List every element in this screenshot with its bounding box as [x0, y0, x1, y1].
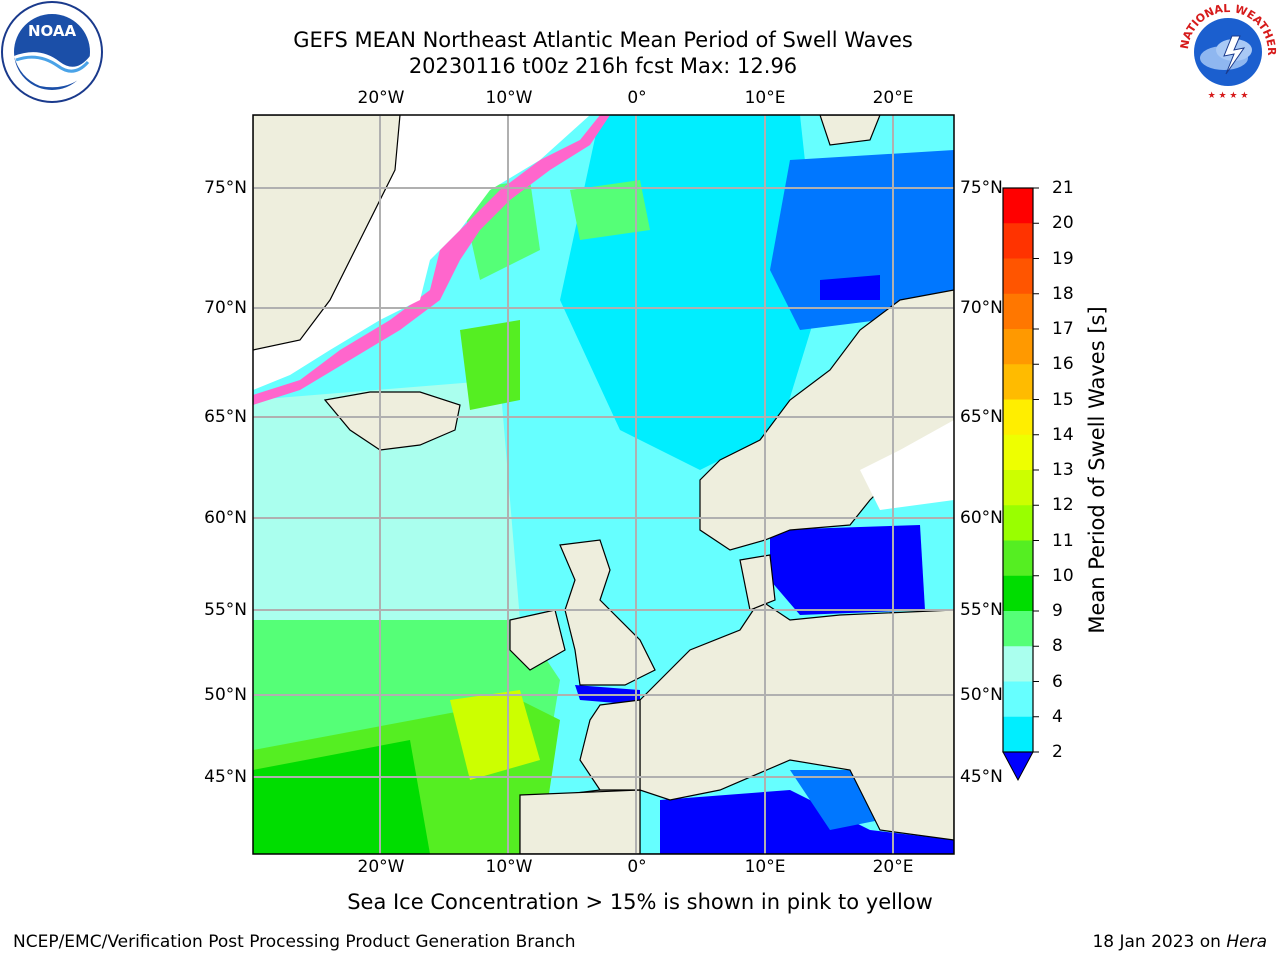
colorbar-segment — [1003, 681, 1033, 718]
colorbar-extend-arrow — [1002, 751, 1034, 782]
lat-label-right: 45°N — [960, 767, 1003, 787]
svg-text:NOAA: NOAA — [28, 22, 77, 40]
colorbar-tick-label: 2 — [1052, 742, 1063, 762]
colorbar-segment — [1003, 364, 1033, 400]
colorbar-tick-label: 19 — [1052, 248, 1074, 269]
footer-host: Hera — [1226, 932, 1267, 952]
map-field — [253, 115, 954, 854]
footer-date-text: 18 Jan 2023 on — [1092, 932, 1227, 952]
footer-credit: NCEP/EMC/Verification Post Processing Pr… — [13, 932, 576, 952]
colorbar-tick-label: 4 — [1052, 706, 1063, 727]
lon-label-top: 20°W — [357, 88, 405, 108]
lat-label-left: 75°N — [204, 178, 247, 198]
lon-label-top: 10°E — [744, 88, 786, 108]
colorbar-tick-label: 8 — [1052, 636, 1063, 657]
colorbar-tick-label: 16 — [1052, 354, 1074, 375]
colorbar-tick-label: 15 — [1052, 389, 1074, 410]
noaa-logo: NOAA — [1, 1, 103, 103]
colorbar-segment — [1003, 258, 1033, 295]
lon-label-bottom: 10°E — [744, 857, 786, 877]
lat-label-left: 65°N — [204, 407, 247, 427]
lat-label-left: 60°N — [204, 508, 247, 528]
colorbar-tick-label: 21 — [1052, 178, 1074, 198]
graticule — [253, 115, 954, 854]
colorbar-tick-label: 14 — [1052, 424, 1074, 445]
lat-label-left: 70°N — [204, 298, 247, 318]
lon-label-top: 20°E — [872, 88, 914, 108]
colorbar-tick-label: 11 — [1052, 530, 1074, 551]
lat-label-right: 75°N — [960, 178, 1003, 198]
lat-label-right: 60°N — [960, 508, 1003, 528]
lon-label-bottom: 0° — [627, 857, 647, 877]
colorbar-segment — [1003, 434, 1033, 471]
colorbar-tick-label: 18 — [1052, 283, 1074, 304]
colorbar-tick-label: 6 — [1052, 671, 1063, 692]
colorbar-segment — [1003, 223, 1033, 259]
colorbar-tick-label: 20 — [1052, 213, 1074, 234]
colorbar-tick-label: 9 — [1052, 601, 1063, 621]
colorbar-tick-label: 17 — [1052, 319, 1074, 339]
colorbar-segment — [1003, 611, 1033, 647]
nws-logo: NATIONAL WEATHER SERVICE ★ ★ ★ ★ — [1176, 0, 1278, 102]
colorbar-segment — [1003, 188, 1033, 224]
colorbar-segment — [1003, 399, 1033, 436]
colorbar-tick-label: 13 — [1052, 460, 1074, 480]
colorbar-segment — [1003, 470, 1033, 506]
colorbar-segment — [1003, 540, 1033, 577]
colorbar-tick-label: 12 — [1052, 495, 1074, 516]
colorbar-title: Mean Period of Swell Waves [s] — [1085, 306, 1109, 634]
lat-label-right: 70°N — [960, 298, 1003, 318]
colorbar-segment — [1003, 329, 1033, 365]
lon-label-top: 10°W — [485, 88, 533, 108]
lat-label-right: 50°N — [960, 685, 1003, 705]
lon-label-bottom: 20°E — [872, 857, 914, 877]
lat-label-left: 50°N — [204, 685, 247, 705]
lat-label-right: 55°N — [960, 600, 1003, 620]
svg-text:★ ★ ★ ★: ★ ★ ★ ★ — [1208, 91, 1249, 101]
colorbar-segment — [1003, 716, 1033, 753]
map-frame — [252, 114, 955, 855]
lat-label-left: 45°N — [204, 767, 247, 787]
lat-label-left: 55°N — [204, 600, 247, 620]
sea-ice-note: Sea Ice Concentration > 15% is shown in … — [347, 890, 933, 914]
lon-label-bottom: 20°W — [357, 857, 405, 877]
lon-label-bottom: 10°W — [485, 857, 533, 877]
chart-subtitle: 20230116 t00z 216h fcst Max: 12.96 — [408, 54, 798, 78]
colorbar-segment — [1003, 575, 1033, 612]
colorbar-segment — [1003, 646, 1033, 682]
lon-label-top: 0° — [627, 88, 647, 108]
colorbar-segment — [1003, 293, 1033, 330]
footer-date: 18 Jan 2023 on Hera — [1092, 932, 1267, 952]
colorbar-tick-label: 10 — [1052, 565, 1074, 586]
lat-label-right: 65°N — [960, 407, 1003, 427]
colorbar-segment — [1003, 505, 1033, 541]
chart-title: GEFS MEAN Northeast Atlantic Mean Period… — [293, 28, 913, 52]
